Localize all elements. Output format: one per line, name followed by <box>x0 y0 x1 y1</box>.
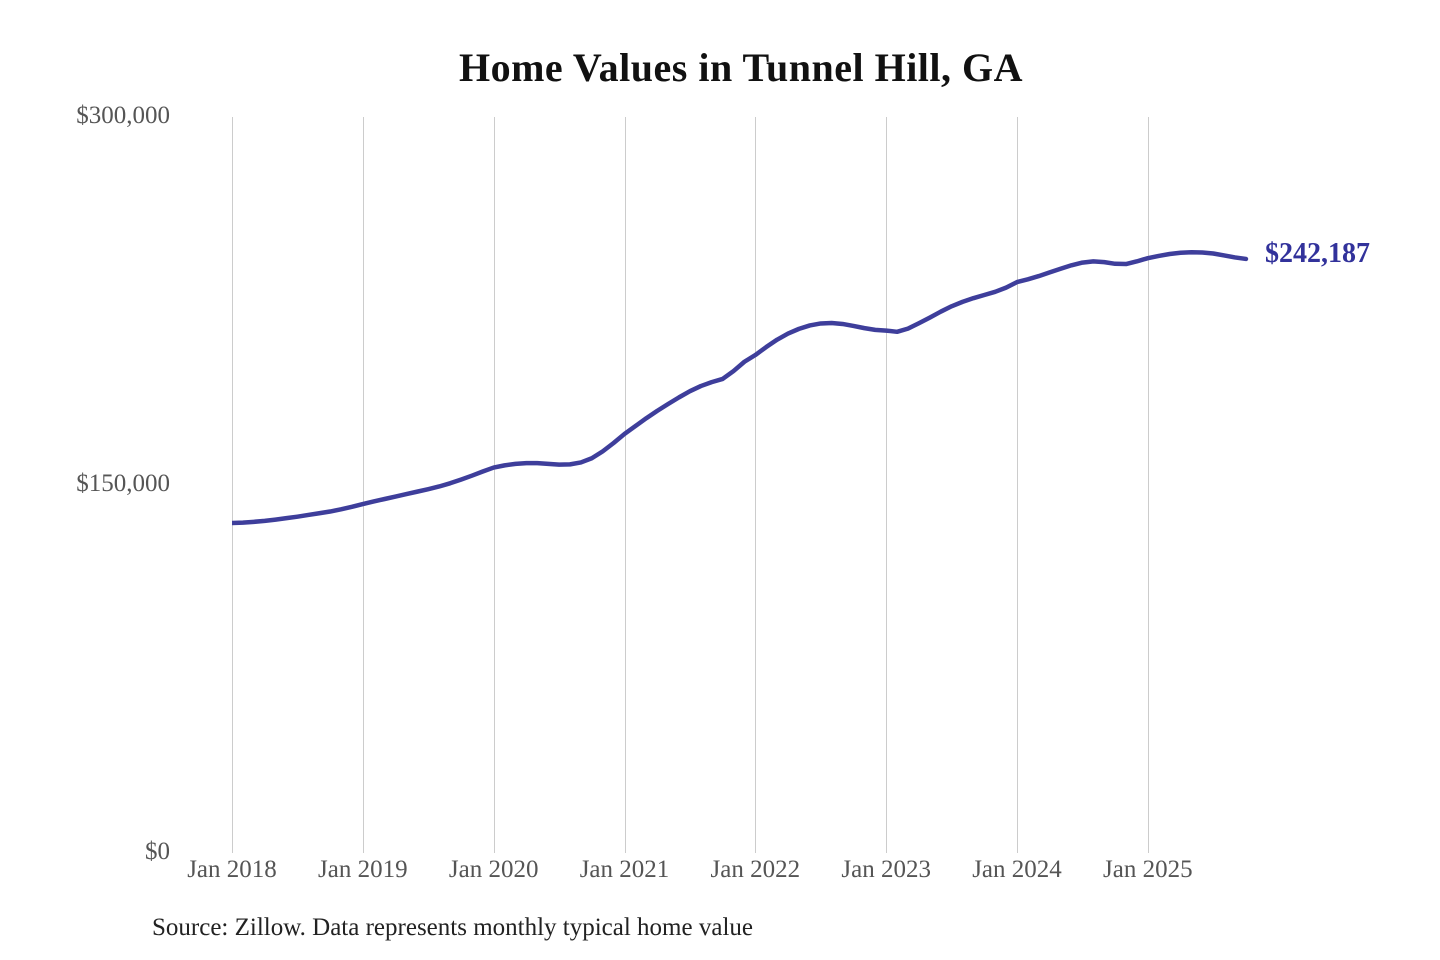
gridline-jan-2021 <box>624 117 626 853</box>
gridline-jan-2020 <box>493 117 495 853</box>
gridline-jan-2025 <box>1147 117 1149 853</box>
gridline-jan-2022 <box>755 117 757 853</box>
x-tick-jan-2023: Jan 2023 <box>841 856 931 883</box>
x-tick-jan-2024: Jan 2024 <box>972 856 1062 883</box>
y-tick-150000: $150,000 <box>76 470 170 497</box>
x-tick-jan-2018: Jan 2018 <box>187 856 277 883</box>
source-note: Source: Zillow. Data represents monthly … <box>152 914 753 941</box>
grid-layer <box>232 117 1272 854</box>
latest-value-label: $242,187 <box>1264 237 1370 269</box>
x-tick-jan-2022: Jan 2022 <box>710 856 801 883</box>
x-tick-jan-2019: Jan 2019 <box>318 856 408 883</box>
x-tick-jan-2020: Jan 2020 <box>448 856 539 883</box>
gridline-jan-2019 <box>362 117 364 853</box>
plot-area <box>232 117 1272 854</box>
home-value-line <box>232 250 1249 526</box>
x-tick-jan-2021: Jan 2021 <box>579 856 670 883</box>
x-axis: Jan 2018 Jan 2019 Jan 2020 Jan 2021 Jan 2022… <box>187 856 1272 892</box>
gridline-jan-2023 <box>886 117 888 853</box>
gridline-jan-2024 <box>1017 117 1018 853</box>
y-tick-300000: $300,000 <box>76 102 170 129</box>
line-chart-svg <box>232 250 1249 526</box>
gridline-jan-2018 <box>232 117 233 853</box>
x-tick-jan-2025: Jan 2025 <box>1103 856 1193 883</box>
chart-title: Home Values in Tunnel Hill, GA <box>458 45 1024 90</box>
y-tick-0: $0 <box>145 838 170 865</box>
